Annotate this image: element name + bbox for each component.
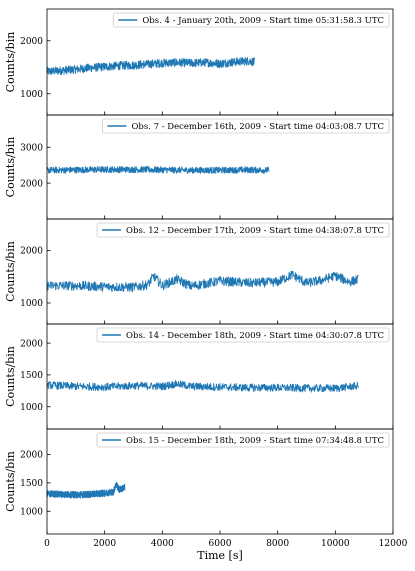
y-tick-label: 2000 <box>20 339 43 349</box>
y-axis-label: Counts/bin <box>4 32 17 93</box>
x-tick-label: 6000 <box>209 539 232 549</box>
y-tick-label: 2000 <box>20 247 43 257</box>
legend-label: Obs. 12 - December 17th, 2009 - Start ti… <box>126 226 384 236</box>
legend-box <box>96 222 390 238</box>
legend-label: Obs. 14 - December 18th, 2009 - Start ti… <box>126 331 384 341</box>
x-tick-label: 0 <box>44 539 50 549</box>
x-tick-label: 10000 <box>321 539 350 549</box>
legend-label: Obs. 4 - January 20th, 2009 - Start time… <box>142 16 384 26</box>
y-axis-label: Counts/bin <box>4 346 17 407</box>
y-tick-label: 1000 <box>20 403 43 413</box>
y-tick-label: 1000 <box>20 90 43 100</box>
series-line <box>46 481 126 499</box>
x-tick-label: 12000 <box>379 539 408 549</box>
legend-label: Obs. 7 - December 16th, 2009 - Start tim… <box>131 122 384 132</box>
x-axis-label: Time [s] <box>197 549 243 562</box>
series-line <box>46 270 359 293</box>
x-tick-label: 4000 <box>151 539 174 549</box>
y-tick-label: 1500 <box>20 371 43 381</box>
series-line <box>46 166 270 174</box>
y-tick-label: 2000 <box>20 451 43 461</box>
y-axis-label: Counts/bin <box>4 451 17 512</box>
x-tick-label: 8000 <box>266 539 289 549</box>
series-line <box>46 379 359 393</box>
y-tick-label: 1500 <box>20 479 43 489</box>
legend-box <box>102 118 390 134</box>
legend-label: Obs. 15 - December 18th, 2009 - Start ti… <box>126 436 384 446</box>
y-tick-label: 1000 <box>20 299 43 309</box>
y-tick-label: 1000 <box>20 507 43 517</box>
y-tick-label: 3000 <box>20 143 43 153</box>
series-line <box>46 57 256 76</box>
y-tick-label: 2000 <box>20 179 43 189</box>
legend-box <box>112 12 390 28</box>
y-axis-label: Counts/bin <box>4 241 17 302</box>
legend-box <box>96 432 390 448</box>
legend-box <box>96 327 390 343</box>
x-tick-label: 2000 <box>93 539 116 549</box>
y-axis-label: Counts/bin <box>4 137 17 198</box>
y-tick-label: 2000 <box>20 37 43 47</box>
